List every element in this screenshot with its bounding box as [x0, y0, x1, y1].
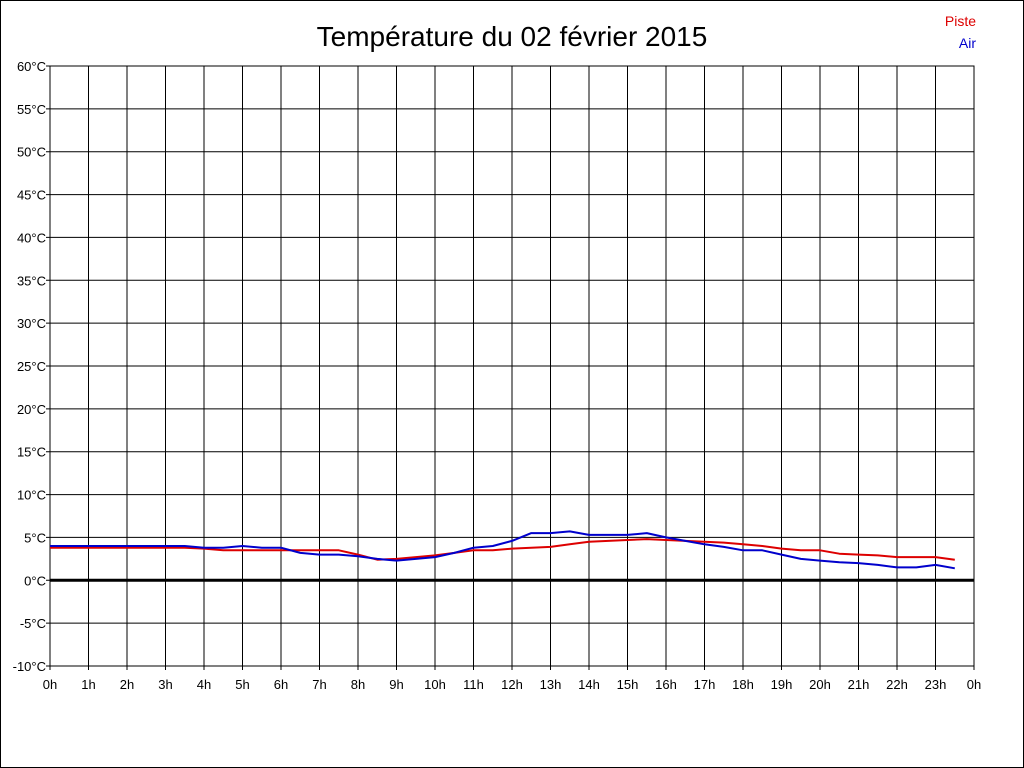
y-tick-label: -10°C	[13, 659, 46, 674]
x-tick-label: 22h	[886, 677, 908, 692]
series-line-piste	[50, 538, 955, 561]
y-tick-label: 30°C	[17, 316, 46, 331]
x-tick-label: 19h	[771, 677, 793, 692]
y-tick-label: 35°C	[17, 273, 46, 288]
x-tick-label: 5h	[235, 677, 249, 692]
x-tick-label: 20h	[809, 677, 831, 692]
y-tick-label: 50°C	[17, 145, 46, 160]
x-tick-label: 0h	[43, 677, 57, 692]
series-lines	[50, 530, 955, 570]
x-tick-label: 14h	[578, 677, 600, 692]
legend-entry-piste: Piste	[945, 13, 976, 29]
x-tick-label: 3h	[158, 677, 172, 692]
x-tick-label: 7h	[312, 677, 326, 692]
x-tick-label: 2h	[120, 677, 134, 692]
y-tick-label: 10°C	[17, 488, 46, 503]
x-tick-label: 17h	[694, 677, 716, 692]
x-tick-label: 10h	[424, 677, 446, 692]
y-tick-label: 0°C	[24, 573, 46, 588]
x-tick-label: 15h	[617, 677, 639, 692]
x-tick-label: 4h	[197, 677, 211, 692]
x-tick-label: 12h	[501, 677, 523, 692]
y-tick-label: 15°C	[17, 445, 46, 460]
y-tick-label: 45°C	[17, 188, 46, 203]
x-tick-label: 18h	[732, 677, 754, 692]
grid	[46, 65, 975, 670]
y-tick-label: 55°C	[17, 102, 46, 117]
x-axis-ticks: 0h 1h 2h 3h 4h 5h 6h 7h 8h 9h 10h 11h 12h 13h 14h 15h 16…	[43, 677, 981, 692]
y-tick-label: 40°C	[17, 230, 46, 245]
x-tick-label: 23h	[925, 677, 947, 692]
x-tick-label: 13h	[540, 677, 562, 692]
chart-title: Température du 02 février 2015	[317, 21, 708, 52]
y-tick-label: -5°C	[20, 616, 46, 631]
x-tick-label: 6h	[274, 677, 288, 692]
y-axis-ticks: -10°C -5°C 0°C 5°C 10°C 15°C 20°C 25°C 30°C 35°C 4…	[13, 59, 46, 674]
x-tick-label: 11h	[463, 677, 484, 692]
y-tick-label: 5°C	[24, 530, 46, 545]
x-tick-label: 1h	[81, 677, 95, 692]
x-tick-label: 8h	[351, 677, 365, 692]
x-tick-label: 16h	[655, 677, 677, 692]
y-tick-label: 60°C	[17, 59, 46, 74]
x-tick-label: 21h	[848, 677, 870, 692]
y-tick-label: 20°C	[17, 402, 46, 417]
y-tick-label: 25°C	[17, 359, 46, 374]
x-tick-label: 0h	[967, 677, 981, 692]
series-line-air	[50, 530, 955, 570]
legend: Piste Air	[945, 13, 976, 51]
x-tick-label: 9h	[389, 677, 403, 692]
legend-entry-air: Air	[959, 35, 976, 51]
